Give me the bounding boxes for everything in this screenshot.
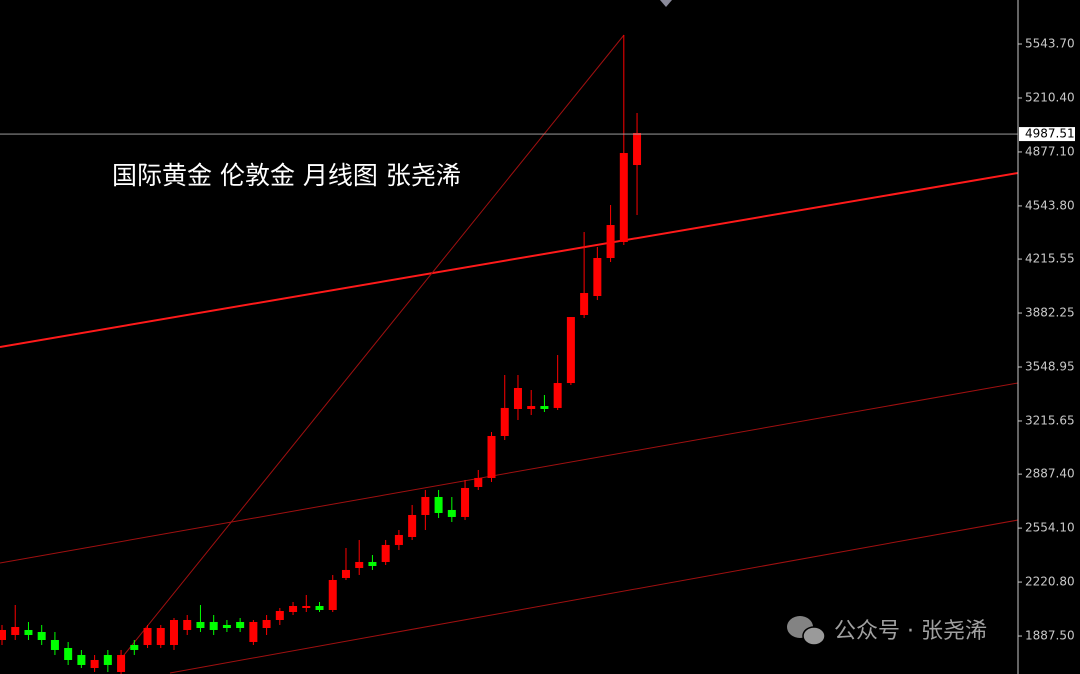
trend-line	[119, 34, 625, 661]
candle-body	[566, 317, 575, 384]
candle-body	[461, 487, 470, 517]
candle-body	[487, 435, 496, 478]
candle-body	[249, 621, 258, 642]
candle-body	[169, 619, 178, 645]
watermark: 公众号 · 张尧浠	[787, 616, 987, 646]
candle-body	[513, 387, 522, 409]
candle-body	[500, 407, 509, 436]
candle-body	[196, 621, 205, 628]
candle-body	[183, 619, 192, 630]
candle-body	[315, 605, 324, 610]
candle-body	[633, 133, 642, 166]
candle-body	[527, 406, 536, 409]
candle-body	[143, 627, 152, 645]
candle-body	[619, 153, 628, 243]
candle-body	[117, 654, 126, 672]
candle-body	[64, 647, 73, 660]
y-tick-label: 1887.50	[1025, 629, 1075, 643]
candle-body	[90, 659, 99, 668]
candle-body	[408, 514, 417, 537]
candle-body	[289, 605, 298, 613]
candle-body	[50, 639, 59, 650]
candle-body	[447, 509, 456, 517]
candle-body	[11, 626, 20, 635]
candle-body	[606, 225, 615, 259]
y-tick-label: 3215.65	[1025, 413, 1075, 427]
trend-line	[169, 519, 1019, 674]
candle-body	[580, 293, 589, 316]
candle-body	[156, 627, 165, 645]
candle-body	[209, 621, 218, 630]
y-tick-label: 4877.10	[1025, 144, 1075, 158]
candle-body	[0, 629, 6, 640]
candle-body	[275, 610, 284, 620]
candle-body	[421, 496, 430, 515]
candle-body	[381, 544, 390, 562]
candle-body	[434, 496, 443, 513]
candle-body	[302, 605, 311, 609]
candle-body	[368, 561, 377, 566]
last-price-box	[1019, 127, 1075, 142]
candle-body	[262, 619, 271, 628]
y-tick-label: 2220.80	[1025, 575, 1075, 589]
candle-body	[222, 624, 231, 628]
watermark-icon	[802, 626, 826, 646]
y-tick-label: 2887.40	[1025, 467, 1075, 481]
candle-body	[236, 621, 245, 628]
y-tick-label: 3882.25	[1025, 306, 1075, 320]
candle-body	[355, 561, 364, 568]
watermark-text: 公众号 · 张尧浠	[834, 619, 987, 644]
y-tick-label: 3548.95	[1025, 360, 1075, 374]
y-tick-label: 2554.10	[1025, 521, 1075, 535]
trend-line	[0, 172, 1019, 348]
candle-body	[103, 654, 112, 665]
candle-body	[77, 654, 86, 665]
candle-body	[328, 579, 337, 610]
y-tick-label: 4215.55	[1025, 252, 1075, 266]
y-tick-label: 5543.70	[1025, 37, 1075, 51]
y-tick-label: 4543.80	[1025, 198, 1075, 212]
y-tick-label: 5210.40	[1025, 90, 1075, 104]
last-price-label: 4987.51	[1025, 127, 1075, 141]
candle-body	[37, 631, 46, 640]
chart-title: 国际黄金 伦敦金 月线图 张尧浠	[112, 161, 461, 190]
candle-body	[553, 383, 562, 408]
shift-marker	[660, 0, 672, 7]
candle-body	[474, 477, 483, 487]
candle-body	[341, 569, 350, 578]
candle-body	[540, 406, 549, 409]
candle-body	[593, 258, 602, 297]
candle-body	[394, 534, 403, 545]
candle-body	[24, 629, 33, 635]
trend-line	[0, 382, 1019, 564]
candle-body	[130, 644, 139, 650]
plot-area	[0, 34, 1019, 674]
